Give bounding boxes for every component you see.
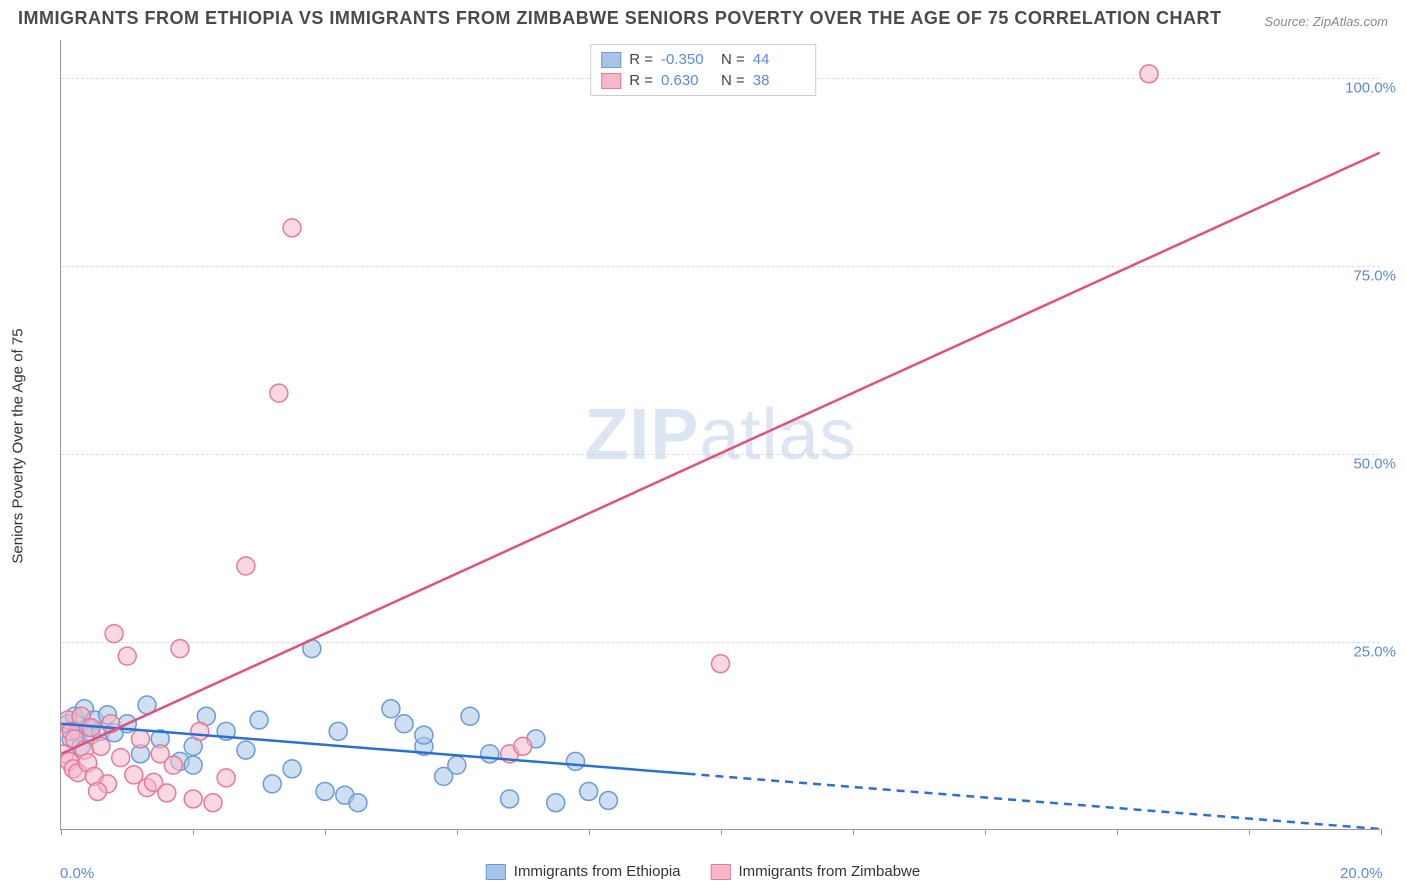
data-point (329, 722, 347, 740)
data-point (164, 756, 182, 774)
data-point (270, 384, 288, 402)
legend-stat-row: R = -0.350 N = 44 (601, 49, 805, 70)
legend-series-name: Immigrants from Zimbabwe (739, 863, 921, 880)
legend-swatch (601, 52, 621, 68)
data-point (1140, 65, 1158, 83)
data-point (580, 782, 598, 800)
data-point (448, 756, 466, 774)
legend-series-name: Immigrants from Ethiopia (514, 863, 681, 880)
data-point (547, 794, 565, 812)
legend-item: Immigrants from Ethiopia (486, 863, 681, 880)
data-point (217, 769, 235, 787)
x-tick (325, 829, 326, 835)
legend-stat-row: R = 0.630 N = 38 (601, 70, 805, 91)
y-axis-label: Seniors Poverty Over the Age of 75 (10, 328, 27, 563)
data-point (131, 730, 149, 748)
scatter-plot-svg (61, 40, 1380, 829)
data-point (382, 700, 400, 718)
data-point (184, 756, 202, 774)
data-point (89, 782, 107, 800)
x-tick (457, 829, 458, 835)
r-label: R = (629, 51, 653, 68)
data-point (481, 745, 499, 763)
legend-swatch (486, 864, 506, 880)
data-point (461, 707, 479, 725)
data-point (118, 647, 136, 665)
legend-item: Immigrants from Zimbabwe (711, 863, 921, 880)
x-tick (1117, 829, 1118, 835)
data-point (105, 625, 123, 643)
x-tick (1381, 829, 1382, 835)
x-tick (985, 829, 986, 835)
n-label: N = (721, 51, 745, 68)
data-point (501, 790, 519, 808)
x-tick (853, 829, 854, 835)
r-value: -0.350 (661, 51, 713, 68)
x-tick (589, 829, 590, 835)
trend-line-dashed (688, 774, 1380, 829)
data-point (283, 760, 301, 778)
data-point (191, 722, 209, 740)
x-tick (61, 829, 62, 835)
data-point (237, 741, 255, 759)
data-point (349, 794, 367, 812)
x-tick (1249, 829, 1250, 835)
n-value: 38 (753, 72, 805, 89)
n-label: N = (721, 72, 745, 89)
data-point (112, 749, 130, 767)
data-point (566, 752, 584, 770)
x-tick-label: 20.0% (1340, 865, 1383, 882)
series-legend: Immigrants from Ethiopia Immigrants from … (486, 863, 920, 880)
correlation-legend: R = -0.350 N = 44 R = 0.630 N = 38 (590, 44, 816, 96)
data-point (415, 726, 433, 744)
n-value: 44 (753, 51, 805, 68)
data-point (712, 655, 730, 673)
data-point (263, 775, 281, 793)
data-point (599, 791, 617, 809)
data-point (514, 737, 532, 755)
data-point (250, 711, 268, 729)
data-point (237, 557, 255, 575)
data-point (395, 715, 413, 733)
chart-title: IMMIGRANTS FROM ETHIOPIA VS IMMIGRANTS F… (18, 8, 1222, 29)
source-attribution: Source: ZipAtlas.com (1264, 14, 1388, 29)
r-label: R = (629, 72, 653, 89)
data-point (283, 219, 301, 237)
plot-area: ZIPatlas (60, 40, 1380, 830)
data-point (316, 782, 334, 800)
x-tick-label: 0.0% (60, 865, 94, 882)
data-point (204, 794, 222, 812)
x-tick (721, 829, 722, 835)
data-point (171, 640, 189, 658)
data-point (158, 784, 176, 802)
chart-container: IMMIGRANTS FROM ETHIOPIA VS IMMIGRANTS F… (0, 0, 1406, 892)
r-value: 0.630 (661, 72, 713, 89)
data-point (184, 790, 202, 808)
legend-swatch (711, 864, 731, 880)
legend-swatch (601, 73, 621, 89)
x-tick (193, 829, 194, 835)
